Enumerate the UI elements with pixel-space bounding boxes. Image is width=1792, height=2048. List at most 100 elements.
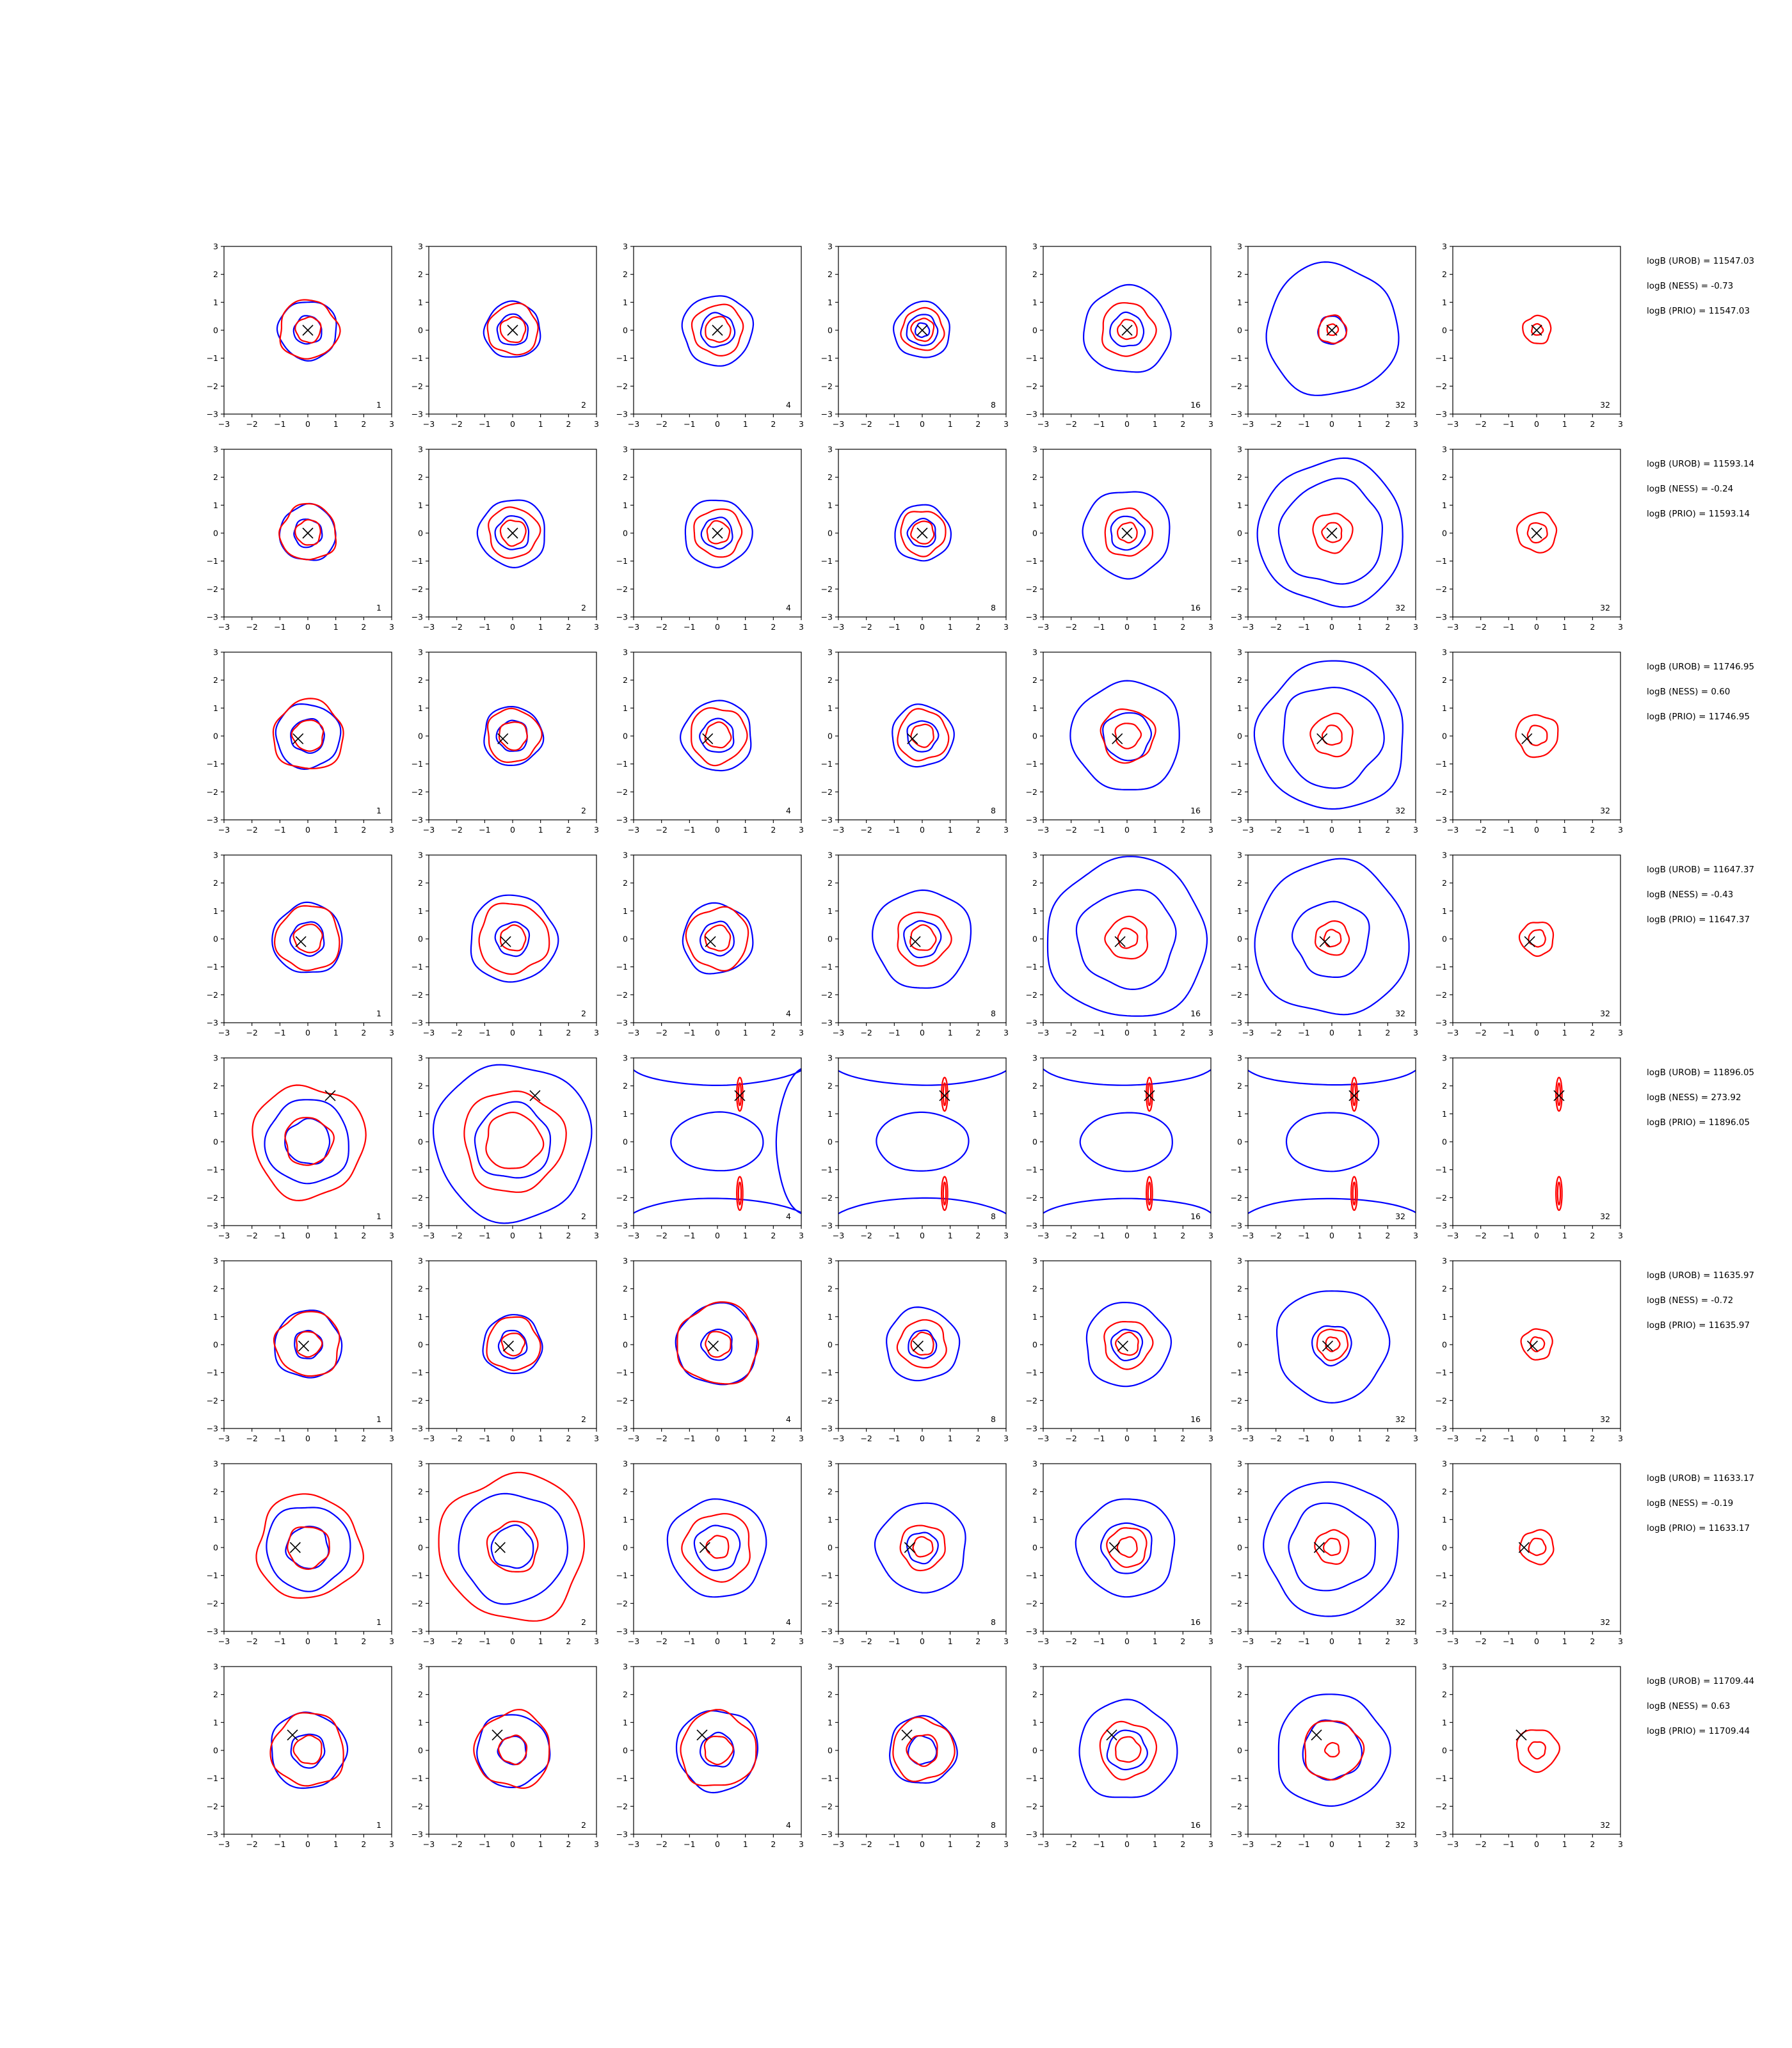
x-tick-label: −2 <box>1270 1636 1281 1646</box>
contour-group <box>892 300 950 358</box>
y-tick-label: 0 <box>1442 326 1447 335</box>
y-tick-label: 2 <box>828 1284 833 1293</box>
contour-group <box>1248 1069 1416 1215</box>
y-tick-label: −2 <box>1436 1599 1447 1608</box>
red-contour <box>897 708 950 762</box>
x-tick-label: 1 <box>1357 1231 1363 1240</box>
contour-group <box>681 295 755 367</box>
contour-group <box>473 1709 551 1789</box>
y-tick-label: −1 <box>1026 1571 1037 1580</box>
y-tick-label: 0 <box>1237 934 1242 944</box>
truth-marker <box>916 527 928 539</box>
y-tick-label: 2 <box>623 1284 628 1293</box>
y-tick-label: 1 <box>828 1109 833 1119</box>
y-tick-label: −1 <box>616 1165 628 1174</box>
x-tick-label: 0 <box>510 1028 515 1037</box>
y-tick-label: 3 <box>623 1459 628 1469</box>
y-tick-label: −2 <box>616 1599 628 1608</box>
y-tick-label: −2 <box>821 1599 833 1608</box>
x-tick-label: 2 <box>1590 622 1595 632</box>
red-contour <box>900 307 945 351</box>
y-tick-label: −1 <box>821 556 833 566</box>
x-tick-label: 2 <box>771 1028 776 1037</box>
red-contour <box>1321 522 1343 543</box>
panel-r2-c5: −3−3 −2 −2 −1 −1 0 0 1 1 2 2 3 3 16 <box>1026 445 1213 632</box>
logb-stat: logB (PRIO) = 11593.14 <box>1647 509 1750 519</box>
panel-r5-c3: −3−3 −2 −2 −1 −1 0 0 1 1 2 2 3 3 4 <box>616 1053 804 1241</box>
blue-contour <box>1277 477 1384 585</box>
blue-contour <box>1265 261 1400 396</box>
red-contour <box>1106 1527 1148 1568</box>
x-tick-label: 1 <box>948 419 953 429</box>
red-contour <box>1528 1741 1546 1760</box>
y-tick-label: 3 <box>213 851 218 860</box>
blue-contour <box>915 322 931 339</box>
x-tick-label: −2 <box>451 1636 462 1646</box>
logb-stat: logB (NESS) = 0.63 <box>1647 1701 1730 1711</box>
axes-frame <box>1452 1260 1621 1429</box>
x-tick-label: 0 <box>920 1231 925 1240</box>
column-label: 8 <box>991 603 996 612</box>
red-contour <box>900 511 947 557</box>
y-tick-label: 3 <box>1442 1459 1447 1469</box>
x-tick-label: 3 <box>799 825 804 835</box>
y-tick-label: 1 <box>828 906 833 916</box>
x-tick-label: 1 <box>538 1636 543 1646</box>
x-tick-label: −3 <box>628 419 639 429</box>
x-tick-label: 0 <box>1329 825 1334 835</box>
x-tick-label: −1 <box>274 622 285 632</box>
blue-contour <box>675 1709 759 1794</box>
x-tick-label: 3 <box>389 1636 394 1646</box>
y-tick-label: 3 <box>418 648 423 657</box>
red-contour <box>1515 714 1559 758</box>
panel-r5-c4: −3−3 −2 −2 −1 −1 0 0 1 1 2 2 3 3 8 <box>821 1053 1009 1241</box>
red-contour <box>486 707 543 764</box>
x-tick-label: 0 <box>1534 1636 1539 1646</box>
red-contour <box>1326 323 1340 336</box>
blue-contour <box>670 1111 764 1172</box>
x-tick-label: −1 <box>1093 1839 1105 1849</box>
y-tick-label: −2 <box>1231 1802 1242 1811</box>
x-tick-label: 0 <box>510 1839 515 1849</box>
x-tick-label: 3 <box>594 825 599 835</box>
blue-contour <box>699 717 735 753</box>
y-tick-label: −2 <box>616 381 628 391</box>
x-tick-label: 3 <box>1413 1434 1418 1443</box>
y-tick-label: 3 <box>828 242 833 252</box>
x-tick-label: −2 <box>860 1028 872 1037</box>
y-tick-label: −2 <box>1026 1396 1037 1405</box>
x-tick-label: −3 <box>1242 1028 1254 1037</box>
truth-marker <box>1106 1729 1117 1741</box>
x-tick-label: 0 <box>510 1434 515 1443</box>
x-tick-label: 0 <box>715 825 720 835</box>
x-tick-label: −1 <box>479 1839 490 1849</box>
blue-contour <box>1043 1068 1211 1086</box>
red-contour <box>486 1521 539 1572</box>
x-tick-label: 2 <box>1590 419 1595 429</box>
y-tick-label: 2 <box>623 675 628 685</box>
x-tick-label: 3 <box>594 419 599 429</box>
y-tick-label: 2 <box>623 1081 628 1091</box>
row-stats: logB (UROB) = 11647.37 logB (NESS) = -0.4… <box>1647 865 1754 925</box>
x-tick-label: 0 <box>1124 825 1130 835</box>
x-tick-label: −3 <box>1242 419 1254 429</box>
y-tick-label: −3 <box>1231 815 1242 825</box>
y-tick-label: −3 <box>616 612 628 622</box>
x-tick-label: 3 <box>1618 1839 1623 1849</box>
y-tick-label: 2 <box>418 675 423 685</box>
contour-group <box>1253 660 1404 810</box>
contour-group <box>1522 314 1552 344</box>
x-tick-label: 2 <box>1590 825 1595 835</box>
x-tick-label: −1 <box>274 1636 285 1646</box>
x-tick-label: 2 <box>361 1839 366 1849</box>
y-tick-label: 2 <box>213 878 218 888</box>
y-tick-label: 0 <box>1442 1543 1447 1553</box>
y-tick-label: 1 <box>828 298 833 307</box>
x-tick-label: −3 <box>1447 825 1459 835</box>
y-tick-label: 2 <box>1442 1487 1447 1496</box>
x-tick-label: −3 <box>833 1231 844 1240</box>
truth-marker <box>292 733 304 744</box>
x-tick-label: 2 <box>1590 1231 1595 1240</box>
blue-contour <box>490 1524 534 1569</box>
